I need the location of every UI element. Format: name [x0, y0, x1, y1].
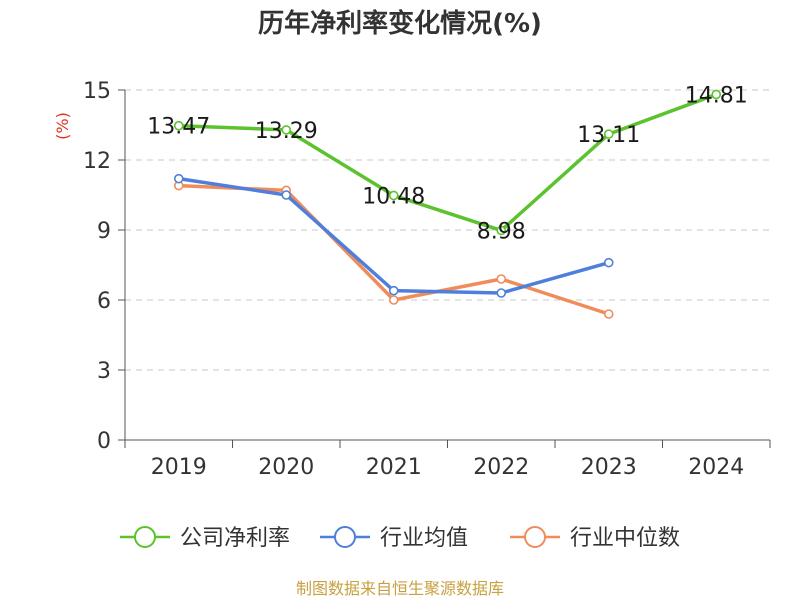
- data-point: [496, 288, 507, 298]
- grid-lines: [125, 89, 770, 371]
- data-point: [496, 225, 507, 236]
- y-tick-label: 15: [83, 79, 111, 104]
- data-point: [496, 274, 507, 284]
- legend-marker: [134, 526, 156, 548]
- data-point: [711, 89, 722, 100]
- data-label: 14.81: [685, 83, 748, 108]
- y-tick-label: 0: [97, 429, 111, 454]
- y-tick-label: 6: [97, 289, 111, 314]
- data-point: [388, 295, 399, 305]
- legend-label: 公司净利率: [180, 526, 290, 551]
- data-point: [173, 173, 184, 184]
- data-label: 13.47: [147, 115, 210, 140]
- data-label: 10.48: [362, 184, 425, 209]
- legend[interactable]: 公司净利率 行业均值 行业中位数: [120, 526, 680, 551]
- data-point: [603, 309, 614, 319]
- x-tick-label: 2022: [473, 455, 529, 480]
- data-point: [281, 190, 292, 200]
- data-label: 13.29: [255, 119, 318, 144]
- data-point: [281, 125, 292, 135]
- x-tick-label: 2021: [366, 455, 422, 480]
- chart-title: 历年净利率变化情况(%): [258, 8, 542, 39]
- data-point: [388, 190, 399, 201]
- data-point: [388, 285, 399, 296]
- y-axis-unit-label: (%): [53, 112, 72, 140]
- y-tick-label: 9: [97, 219, 111, 244]
- legend-marker: [334, 526, 356, 548]
- x-tick-label: 2023: [581, 455, 637, 480]
- x-tick-label: 2020: [258, 455, 314, 480]
- x-tick-label: 2019: [151, 455, 207, 480]
- series-lines: [173, 89, 722, 319]
- x-tick-label: 2024: [688, 455, 744, 480]
- y-tick-label: 12: [83, 149, 111, 174]
- series-line: [178, 92, 717, 233]
- axes: 0 3 6 9 12 15 2019 2020 2021 2022 2023 2024: [83, 79, 771, 480]
- data-source-note: 制图数据来自恒生聚源数据库: [296, 579, 504, 598]
- legend-label: 行业均值: [380, 526, 468, 551]
- data-point: [173, 120, 184, 131]
- data-labels: 13.47 13.29 10.48 8.98 13.11 14.81: [147, 83, 747, 244]
- data-label: 8.98: [477, 219, 526, 244]
- legend-label: 行业中位数: [570, 526, 680, 551]
- data-point: [603, 257, 614, 268]
- data-label: 13.11: [577, 123, 640, 148]
- data-point: [603, 129, 614, 139]
- y-tick-label: 3: [97, 359, 111, 384]
- legend-marker: [524, 526, 546, 548]
